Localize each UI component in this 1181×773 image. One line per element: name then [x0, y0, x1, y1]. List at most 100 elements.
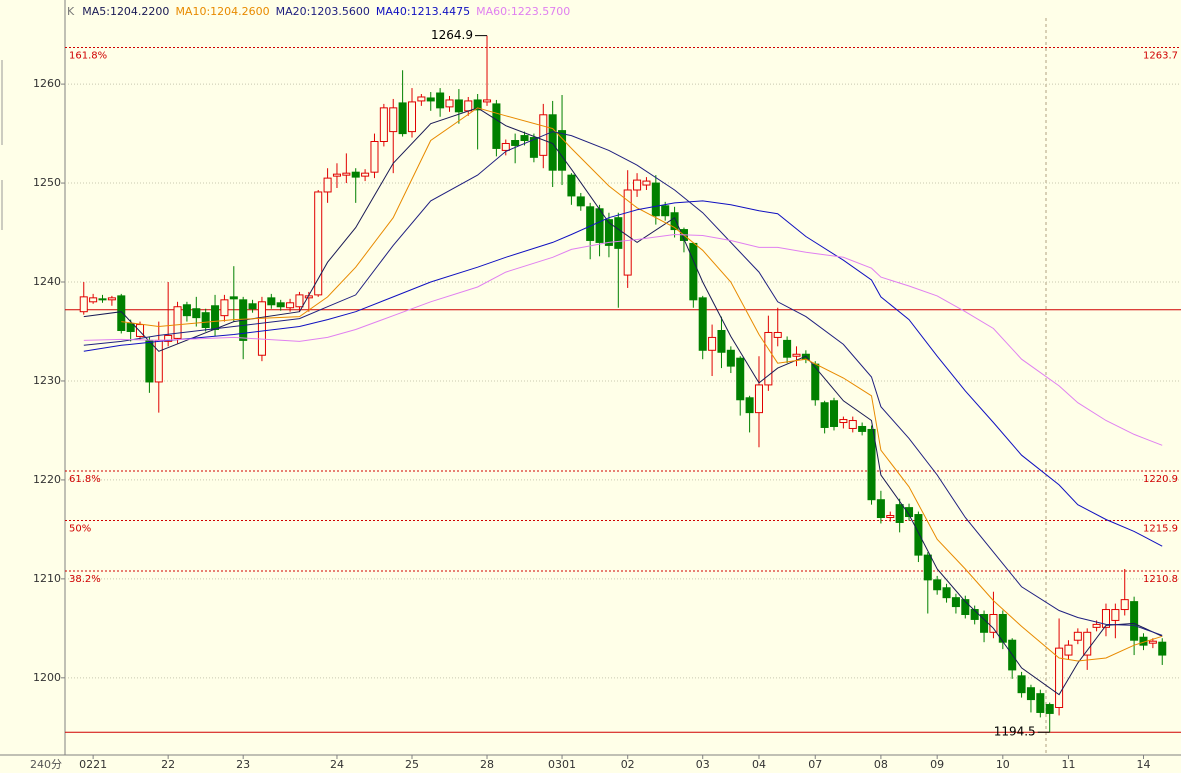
candle-body [651, 182, 660, 217]
candle-body [445, 99, 454, 108]
candle-body [398, 102, 407, 135]
candle-body [754, 384, 763, 414]
candle-body [914, 514, 923, 556]
x-tick-label: 22 [161, 758, 175, 771]
candle-body [332, 173, 341, 177]
x-tick-label: 23 [236, 758, 250, 771]
candle-body [145, 339, 154, 383]
y-tick-label: 1200 [33, 671, 61, 684]
candle-body [698, 297, 707, 351]
candle-body [1092, 623, 1101, 628]
candle-body [773, 331, 782, 338]
fib-name: 161.8% [69, 50, 107, 61]
candle-body [286, 302, 295, 309]
candle-body [1130, 601, 1139, 641]
low-label: 1194.5 [994, 725, 1036, 739]
candle-body [295, 294, 304, 308]
candle-body [1083, 631, 1092, 656]
candle-body [361, 172, 370, 177]
candle-body [717, 329, 726, 353]
high-label: 1264.9 [431, 28, 473, 42]
candle-body [89, 297, 98, 303]
candle-body [192, 308, 201, 319]
ma-line [83, 200, 1163, 547]
candle-body [670, 212, 679, 231]
candle-body [642, 180, 651, 186]
x-tick-label: 03 [696, 758, 710, 771]
candle-body [370, 141, 379, 173]
candle-body [520, 135, 529, 142]
candle-body [454, 99, 463, 113]
candle-body [558, 130, 567, 171]
candle-body [905, 507, 914, 518]
ma-line [83, 131, 1163, 636]
candle-body [126, 323, 135, 332]
candle-body [1101, 609, 1110, 628]
x-tick-label: 28 [480, 758, 494, 771]
fib-level: 1263.7 [1143, 50, 1178, 61]
candle-body [745, 397, 754, 414]
candle-body [220, 299, 229, 317]
candle-body [604, 219, 613, 246]
candle-body [614, 217, 623, 249]
candle-body [567, 174, 576, 197]
candle-body [529, 137, 538, 158]
candle-body [858, 425, 867, 432]
y-tick-label: 1250 [33, 176, 61, 189]
x-tick-label: 10 [996, 758, 1010, 771]
candle-body [267, 297, 276, 306]
legend-entry: MA5:1204.2200 [82, 5, 169, 18]
fib-name: 38.2% [69, 574, 101, 585]
candle-body [464, 100, 473, 112]
x-tick-label: 0301 [548, 758, 576, 771]
candle-body [351, 171, 360, 178]
candle-body [923, 554, 932, 581]
candle-body [342, 172, 351, 176]
candle-body [1148, 640, 1157, 644]
candle-body [783, 339, 792, 358]
candle-body [886, 515, 895, 519]
x-tick-label: 0221 [79, 758, 107, 771]
candle-body [951, 597, 960, 608]
fib-name: 50% [69, 523, 91, 534]
candle-body [117, 295, 126, 331]
candle-body [595, 208, 604, 243]
candle-body [576, 196, 585, 207]
legend-entry: MA20:1203.5600 [276, 5, 370, 18]
candle-body [726, 349, 735, 367]
candle-body [820, 402, 829, 428]
candle-body [98, 298, 107, 301]
candle-body [1017, 675, 1026, 694]
candle-body [407, 101, 417, 133]
y-tick-label: 1240 [33, 275, 61, 288]
candle-body [1111, 609, 1120, 621]
candle-body [736, 357, 745, 401]
candle-body [107, 297, 116, 301]
candle-body [1045, 704, 1054, 714]
x-tick-label: 14 [1136, 758, 1150, 771]
fib-name: 61.8% [69, 474, 101, 485]
x-tick-label: 11 [1061, 758, 1075, 771]
candle-body [661, 205, 670, 217]
candle-body [136, 324, 145, 337]
candle-body [323, 177, 332, 193]
candle-body [1158, 641, 1167, 656]
candle-body [689, 242, 698, 301]
x-tick-label: 02 [621, 758, 635, 771]
fib-level: 1210.8 [1143, 574, 1178, 585]
candle-body [248, 303, 257, 310]
candle-body [1026, 687, 1035, 701]
candle-body [1055, 647, 1064, 709]
candle-body [229, 296, 238, 300]
x-tick-label: 25 [405, 758, 419, 771]
candle-body [848, 420, 857, 429]
candle-body [1120, 599, 1129, 611]
candle-body [436, 92, 445, 109]
fib-level: 1215.9 [1143, 523, 1178, 534]
candle-body [173, 306, 182, 339]
candle-body [764, 331, 773, 386]
ma-line [121, 107, 1163, 662]
candle-body [839, 419, 848, 424]
